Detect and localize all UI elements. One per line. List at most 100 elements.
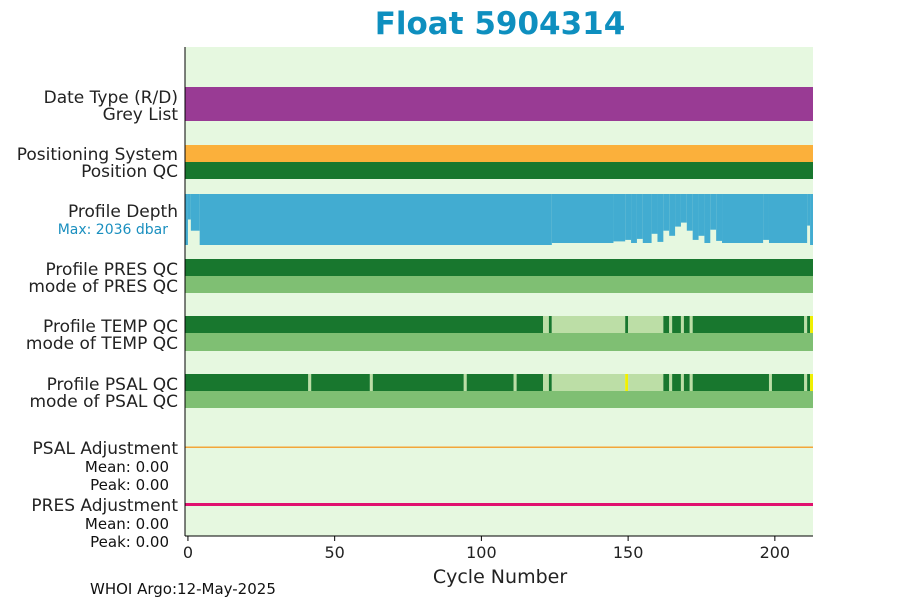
psal-qc-segment-13 bbox=[628, 374, 664, 391]
depth-bar-14 bbox=[675, 194, 681, 227]
temp-qc-segment-11 bbox=[689, 316, 693, 333]
label-profile-psal-qc: Profile PSAL QC bbox=[47, 375, 178, 395]
depth-bar-1 bbox=[187, 194, 191, 220]
label-positioning-system: Positioning System bbox=[17, 145, 178, 165]
depth-bar-23 bbox=[763, 194, 769, 240]
chart-title: Float 5904314 bbox=[375, 6, 626, 42]
pres-adjustment-line bbox=[185, 503, 813, 506]
plot-area: 0 50 100 150 200 bbox=[183, 47, 813, 562]
depth-bar-5 bbox=[613, 194, 626, 242]
psal-qc-segment-25 bbox=[810, 374, 813, 391]
pres-qc-bar bbox=[185, 259, 813, 276]
psal-qc-segment-21 bbox=[768, 374, 772, 391]
depth-bar-13 bbox=[669, 194, 676, 236]
x-axis-label: Cycle Number bbox=[433, 566, 567, 588]
depth-bar-22 bbox=[722, 194, 764, 243]
label-mode-temp-qc: mode of TEMP QC bbox=[26, 334, 178, 354]
depth-bar-2 bbox=[190, 194, 200, 231]
psal-qc-segment-19 bbox=[689, 374, 693, 391]
label-pres-adj-peak: Peak: 0.00 bbox=[90, 533, 169, 551]
depth-bar-17 bbox=[692, 194, 699, 240]
depth-bar-20 bbox=[710, 194, 717, 230]
depth-bar-3 bbox=[199, 194, 552, 245]
psal-qc-segment-11 bbox=[551, 374, 626, 391]
temp-qc-segment-15 bbox=[810, 316, 813, 333]
psal-qc-segment-12 bbox=[625, 374, 629, 391]
psal-qc-segment-24 bbox=[807, 374, 811, 391]
psal-adjustment-line bbox=[185, 446, 813, 448]
label-position-qc: Position QC bbox=[81, 162, 178, 182]
label-psal-adjustment: PSAL Adjustment bbox=[33, 439, 179, 459]
x-tick-label-50: 50 bbox=[324, 543, 344, 562]
depth-bar-12 bbox=[663, 194, 670, 231]
depth-bar-0 bbox=[185, 194, 188, 245]
depth-bar-6 bbox=[625, 194, 632, 240]
position-qc-bar bbox=[185, 162, 813, 179]
date-type-bar bbox=[185, 87, 813, 121]
label-profile-temp-qc: Profile TEMP QC bbox=[43, 317, 178, 337]
psal-qc-segment-8 bbox=[516, 374, 544, 391]
label-date-type: Date Type (R/D) bbox=[44, 88, 178, 108]
depth-bar-11 bbox=[657, 194, 664, 242]
psal-qc-segment-3 bbox=[369, 374, 373, 391]
psal-qc-segment-2 bbox=[311, 374, 370, 391]
temp-qc-segment-1 bbox=[543, 316, 549, 333]
psal-qc-segment-0 bbox=[185, 374, 309, 391]
positioning-system-bar bbox=[185, 145, 813, 162]
temp-qc-segment-14 bbox=[807, 316, 811, 333]
temp-qc-segment-10 bbox=[683, 316, 690, 333]
pres-qc-mode-bar bbox=[185, 276, 813, 293]
psal-qc-segment-1 bbox=[308, 374, 312, 391]
depth-bar-24 bbox=[768, 194, 808, 243]
x-tick-label-100: 100 bbox=[466, 543, 497, 562]
depth-bar-21 bbox=[716, 194, 723, 241]
label-grey-list: Grey List bbox=[103, 105, 179, 125]
row-labels: Date Type (R/D) Grey List Positioning Sy… bbox=[17, 88, 179, 551]
psal-qc-segment-23 bbox=[804, 374, 808, 391]
psal-qc-mode-bar bbox=[185, 391, 813, 408]
x-tick-label-150: 150 bbox=[613, 543, 644, 562]
psal-qc-segment-18 bbox=[683, 374, 690, 391]
temp-qc-segment-8 bbox=[672, 316, 681, 333]
label-mode-psal-qc: mode of PSAL QC bbox=[29, 392, 178, 412]
psal-qc-segment-4 bbox=[372, 374, 464, 391]
psal-qc-segment-6 bbox=[466, 374, 514, 391]
psal-qc-segment-20 bbox=[692, 374, 769, 391]
psal-qc-segment-7 bbox=[513, 374, 517, 391]
label-mode-pres-qc: mode of PRES QC bbox=[28, 277, 178, 297]
temp-qc-segment-7 bbox=[669, 316, 673, 333]
label-psal-adj-peak: Peak: 0.00 bbox=[90, 476, 169, 494]
temp-qc-segment-9 bbox=[680, 316, 684, 333]
psal-qc-segment-17 bbox=[680, 374, 684, 391]
x-tick-label-200: 200 bbox=[760, 543, 791, 562]
psal-qc-segment-9 bbox=[543, 374, 549, 391]
label-profile-pres-qc: Profile PRES QC bbox=[45, 260, 178, 280]
label-pres-adj-mean: Mean: 0.00 bbox=[85, 515, 169, 533]
depth-bar-10 bbox=[651, 194, 658, 234]
temp-qc-segment-13 bbox=[804, 316, 808, 333]
depth-bar-15 bbox=[680, 194, 687, 223]
psal-qc-segment-14 bbox=[663, 374, 670, 391]
depth-bar-8 bbox=[636, 194, 643, 239]
depth-bar-18 bbox=[698, 194, 705, 236]
psal-qc-segment-22 bbox=[771, 374, 805, 391]
psal-qc-segment-15 bbox=[669, 374, 673, 391]
depth-bar-16 bbox=[686, 194, 693, 231]
psal-qc-segment-16 bbox=[672, 374, 681, 391]
depth-bar-19 bbox=[704, 194, 711, 243]
label-pres-adjustment: PRES Adjustment bbox=[31, 496, 178, 516]
temp-qc-segment-12 bbox=[692, 316, 805, 333]
footer-date: WHOI Argo:12-May-2025 bbox=[90, 580, 276, 598]
depth-bar-26 bbox=[810, 194, 813, 245]
label-profile-depth: Profile Depth bbox=[68, 202, 178, 222]
psal-qc-segment-5 bbox=[463, 374, 467, 391]
depth-bar-25 bbox=[807, 194, 811, 226]
x-tick-label-0: 0 bbox=[183, 543, 193, 562]
temp-qc-segment-6 bbox=[663, 316, 670, 333]
temp-qc-mode-bar bbox=[185, 333, 813, 351]
temp-qc-segment-3 bbox=[551, 316, 626, 333]
label-psal-adj-mean: Mean: 0.00 bbox=[85, 458, 169, 476]
depth-bar-4 bbox=[551, 194, 614, 243]
temp-qc-segment-2 bbox=[548, 316, 552, 333]
